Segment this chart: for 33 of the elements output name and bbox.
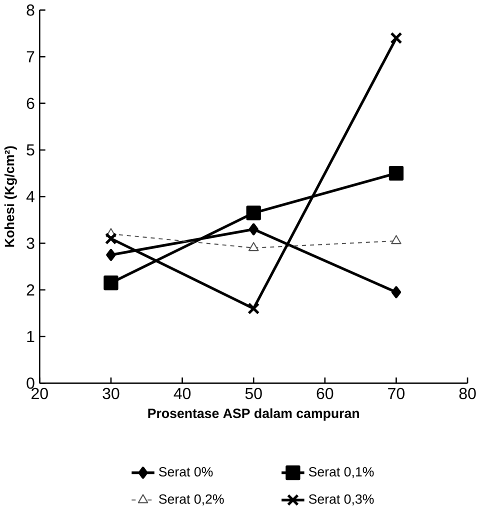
y-tick-label: 4 [26,191,35,202]
y-tick-label: 2 [26,284,34,296]
y-tick-label: 8 [26,4,34,16]
x-tick-label: 50 [245,388,262,400]
x-tick-label: 30 [102,388,120,400]
point [248,223,258,236]
point [391,286,402,298]
x-tick-label: 20 [32,388,48,400]
x-tick-label: 60 [316,388,334,400]
legend-label: Serat 0,3% [308,494,374,506]
x-tick-label: 70 [388,388,405,400]
y-tick-label: 5 [26,144,34,156]
legend-label: Serat 0,1% [308,467,374,478]
point [246,206,261,220]
point [388,166,404,181]
y-tick-label: 0 [26,377,34,389]
point [106,248,116,261]
point [104,276,118,290]
y-axis-title: Kohesi (Kg/cm²) [4,146,17,247]
point [390,32,402,44]
x-tick-label: 80 [459,388,476,400]
y-tick-label: 1 [27,331,34,342]
point [248,242,259,252]
point [391,235,402,244]
legend-label: Serat 0,2% [159,494,224,506]
x-axis-title: Prosentase ASP dalam campuran [148,408,360,421]
y-tick-label: 6 [26,98,34,110]
point [248,302,260,315]
x-tick-label: 40 [174,388,191,400]
y-tick-label: 3 [26,238,34,249]
y-tick-label: 7 [26,51,34,62]
legend-label: Serat 0% [159,467,213,477]
point [104,232,118,245]
